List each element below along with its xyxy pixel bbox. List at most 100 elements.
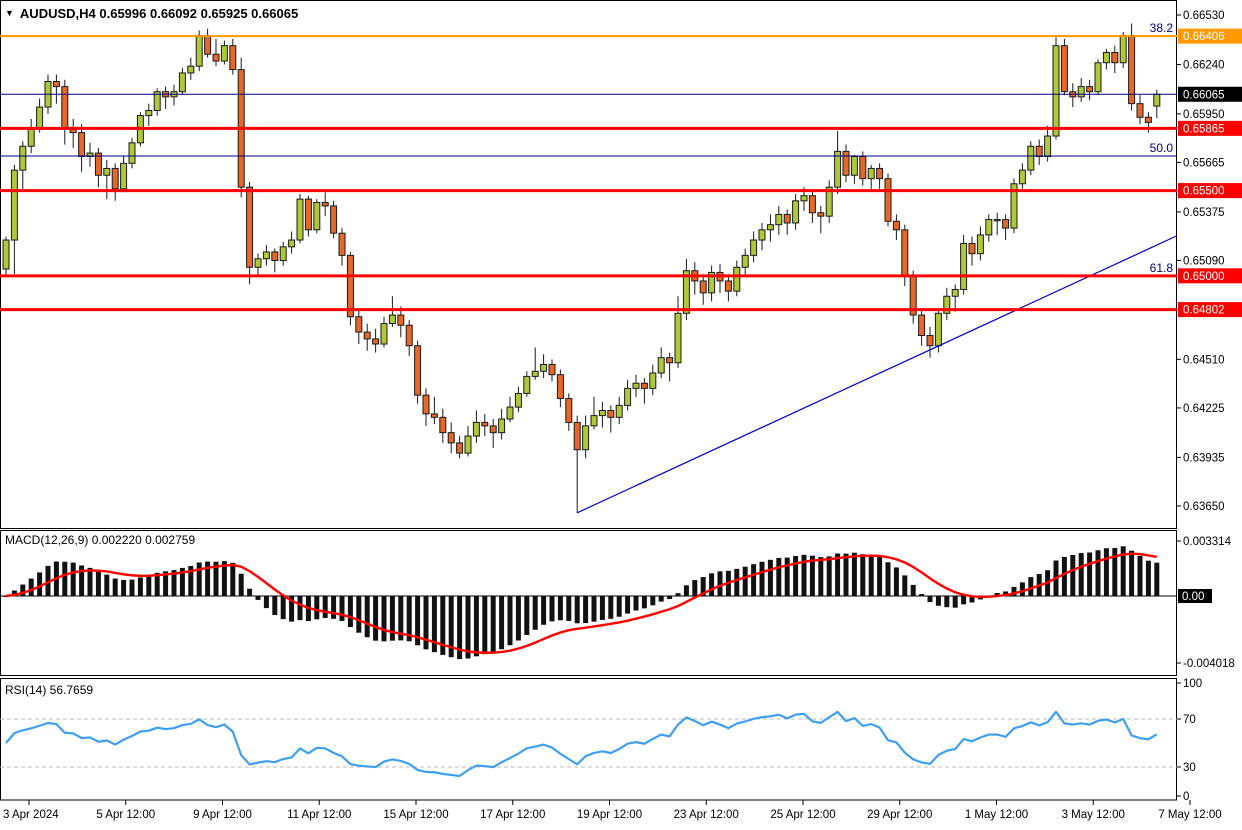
macd-bar [515,596,521,641]
macd-bar [1137,555,1143,596]
bull-candle [19,145,27,171]
macd-bar [289,596,295,622]
bull-candle [380,323,388,345]
macd-bar [280,596,286,620]
bear-candle [481,421,489,427]
macd-bar [692,580,698,596]
macd-bar [482,596,488,655]
bull-candle [951,288,959,297]
macd-bar [1120,546,1126,596]
bear-candle [1002,219,1010,229]
macd-bar [784,557,790,596]
price-badge-text: 0.65000 [1183,271,1225,283]
macd-bar [885,562,891,596]
bear-candle [1136,103,1144,118]
macd-bar [507,596,513,646]
macd-bar [1145,560,1151,596]
bull-candle [36,106,44,130]
macd-bar [1087,552,1093,596]
macd-bar [700,577,706,596]
symbol-ohlc-text: AUDUSD,H4 0.65996 0.66092 0.65925 0.6606… [19,6,299,21]
macd-bar [11,590,17,596]
price-badge [1178,302,1242,318]
macd-bar [1061,556,1067,596]
macd-bar [1019,582,1025,596]
macd-bar [944,596,950,608]
rsi-indicator-label: RSI(14) 56.7659 [5,683,94,697]
macd-bar [95,571,101,596]
bull-candle [313,202,321,231]
bear-candle [640,382,648,389]
macd-bar [423,596,429,650]
bear-candle [573,421,581,451]
macd-bar [373,596,379,641]
macd-bar [549,596,555,622]
time-axis-label: 11 Apr 12:00 [287,809,351,821]
bear-candle [422,394,430,415]
macd-bar [221,561,227,596]
time-axis-label: 17 Apr 12:00 [480,809,545,821]
fib-level-label: 61.8 [1150,261,1174,275]
price-badge-text: 0.65865 [1183,123,1225,135]
price-badge [1178,268,1242,284]
bear-candle [876,167,884,180]
bull-candle [128,142,136,164]
macd-bar [79,565,85,596]
macd-bar [641,596,647,609]
chevron-down-icon[interactable]: ▼ [5,8,14,18]
macd-bar [104,574,110,596]
bear-candle [1086,86,1094,93]
bull-candle [472,421,480,437]
bull-candle [262,251,270,260]
bull-candle [775,213,783,226]
bull-candle [254,258,262,268]
bull-candle [178,72,186,93]
macd-bar [440,596,446,655]
bull-candle [766,224,774,231]
macd-bar [927,596,933,603]
macd-bar [751,564,757,596]
macd-bar [490,596,496,653]
macd-bar [557,596,563,621]
macd-bar [675,593,681,596]
macd-bar [566,596,572,621]
bull-candle [187,65,195,74]
time-axis-label: 3 May 12:00 [1062,809,1125,821]
rsi-axis-label: 30 [1183,762,1196,774]
macd-bar [431,596,437,653]
macd-bar [457,596,463,660]
bear-candle [363,331,371,340]
bear-candle [783,213,791,224]
macd-bar [767,559,773,596]
macd-bar [179,567,185,596]
macd-axis-label: 0.003314 [1183,536,1232,548]
price-axis-label: 0.66240 [1183,59,1225,71]
price-badge [1178,28,1242,44]
price-badge [1178,120,1242,136]
bull-candle [1153,93,1161,107]
rsi-line [5,710,1158,778]
bull-candle [985,219,993,236]
fib-level-label: 38.2 [1150,21,1174,35]
bull-candle [934,312,942,347]
macd-bar [347,596,353,628]
bull-candle [582,425,590,451]
bull-candle [464,435,472,454]
bear-candle [397,314,405,326]
macd-bar [809,555,815,596]
bull-candle [120,162,128,190]
bull-candle [86,152,94,157]
bull-candle [624,387,632,406]
price-axis: 0.66530 0.66240 0.65950 0.65665 0.65375 0.650… [1177,10,1225,797]
bear-candle [355,316,363,333]
bear-candle [405,324,413,347]
macd-bar [591,596,597,622]
bull-candle [750,239,758,256]
bear-candle [884,178,892,222]
price-axis-label: 0.66530 [1183,10,1225,22]
price-axis-label: 0.64510 [1183,354,1225,366]
trendline[interactable] [576,235,1178,514]
macd-bar [205,561,211,596]
macd-bar [188,566,194,596]
